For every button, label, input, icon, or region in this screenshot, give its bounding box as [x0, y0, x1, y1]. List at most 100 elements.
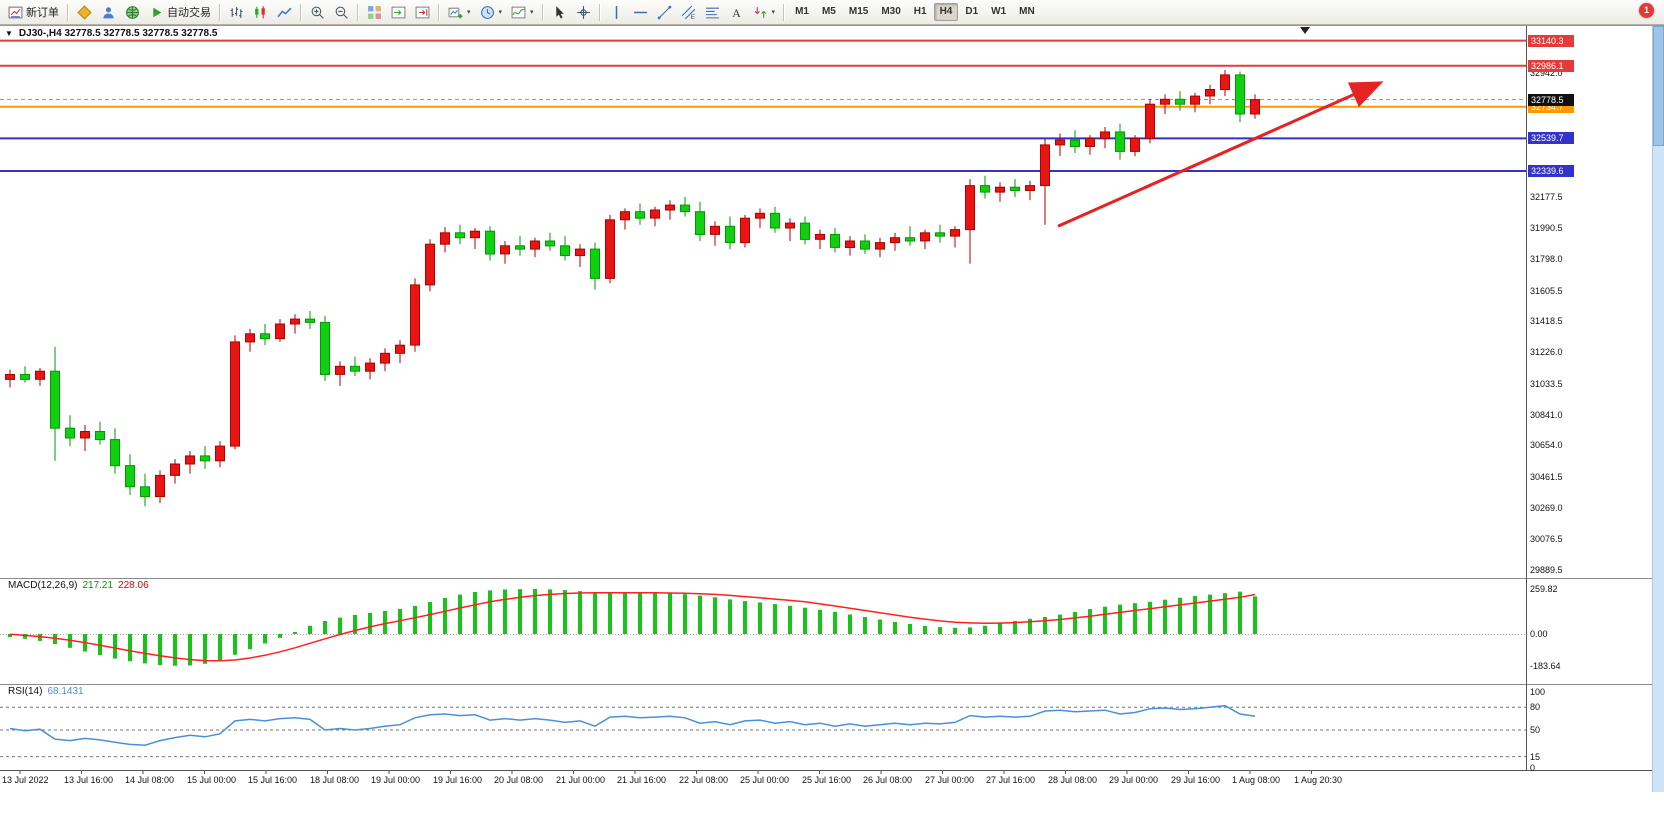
- timeframe-d1-button[interactable]: D1: [965, 6, 979, 17]
- toolbar-group: ▾ ▾ ▾: [444, 2, 538, 22]
- price-axis-label: 31226.0: [1530, 347, 1563, 357]
- scrollbar-thumb[interactable]: [1653, 26, 1664, 146]
- candle: [50, 346, 60, 461]
- trendline-button[interactable]: [653, 2, 676, 22]
- rsi-axis-label: 15: [1530, 752, 1541, 762]
- time-axis-label: 21 Jul 16:00: [617, 775, 667, 785]
- candlestick-chart-button[interactable]: [249, 2, 272, 22]
- price-axis-label: 31418.5: [1530, 316, 1563, 326]
- candle: [155, 470, 165, 504]
- cursor-button[interactable]: [548, 2, 571, 22]
- time-axis-label: 14 Jul 08:00: [125, 775, 175, 785]
- chart-symbol-ohlc: DJ30-,H4 32778.5 32778.5 32778.5 32778.5: [18, 28, 218, 39]
- dropdown-caret-icon: ▾: [530, 9, 534, 16]
- toolbar-group: [225, 2, 296, 22]
- candle: [95, 421, 105, 445]
- one-click-trading-toggle[interactable]: ▼: [5, 29, 13, 38]
- toolbar-group: [306, 2, 353, 22]
- timeframe-h4-button[interactable]: H4: [933, 3, 959, 21]
- candle: [1025, 180, 1035, 201]
- candle: [80, 424, 90, 451]
- toolbar-separator: [67, 3, 69, 21]
- candle: [785, 218, 795, 241]
- zoom-in-icon: [311, 6, 324, 19]
- rsi-indicator-label: RSI(14) 68.1431: [8, 686, 84, 697]
- auto-trading-button[interactable]: 自动交易: [145, 2, 215, 22]
- candle: [170, 459, 180, 484]
- toolbar-separator: [438, 3, 440, 21]
- candle: [20, 366, 30, 383]
- candle: [230, 335, 240, 450]
- timeframe-w1-button[interactable]: W1: [991, 6, 1007, 17]
- new-chart-button[interactable]: ▾: [444, 2, 475, 22]
- candle: [1055, 133, 1065, 157]
- macd-axis-label: -183.64: [1530, 661, 1561, 671]
- notification-badge[interactable]: 1: [1639, 3, 1654, 18]
- indicators-button[interactable]: ▾: [507, 2, 538, 22]
- bars-icon: [230, 6, 243, 18]
- macd-indicator-label: MACD(12,26,9) 217.21 228.06: [8, 580, 149, 591]
- auto-trading-button-label: 自动交易: [167, 7, 211, 19]
- price-axis-label: 32177.5: [1530, 192, 1563, 202]
- time-axis-label: 15 Jul 00:00: [187, 775, 237, 785]
- vertical-line-button[interactable]: [605, 2, 628, 22]
- time-axis-label: 22 Jul 08:00: [679, 775, 729, 785]
- timeframe-m15-button[interactable]: M15: [848, 6, 869, 17]
- candle: [350, 356, 360, 377]
- market-button[interactable]: [97, 2, 120, 22]
- toolbar-group: [363, 2, 434, 22]
- candle: [5, 369, 15, 388]
- candle: [290, 314, 300, 334]
- resistance-line-label: 33140.3: [1528, 35, 1574, 47]
- support-line-label: 32339.6: [1528, 165, 1574, 177]
- new-order-button[interactable]: 新订单: [4, 2, 63, 22]
- candle: [845, 236, 855, 256]
- line-chart-button[interactable]: [273, 2, 296, 22]
- candle: [1085, 135, 1095, 155]
- candle: [485, 226, 495, 261]
- fibonacci-button[interactable]: [701, 2, 724, 22]
- equidistant-channel-button[interactable]: E: [677, 2, 700, 22]
- timeframe-h1-button[interactable]: H1: [913, 6, 927, 17]
- profiles-button[interactable]: ▾: [476, 2, 507, 22]
- metaeditor-button[interactable]: [73, 2, 96, 22]
- fibo-icon: [705, 7, 719, 18]
- horizontal-line-button[interactable]: [629, 2, 652, 22]
- crosshair-button[interactable]: [572, 2, 595, 22]
- timeframe-m30-button[interactable]: M30: [881, 6, 901, 17]
- community-button[interactable]: [121, 2, 144, 22]
- time-axis-label: 13 Jul 16:00: [64, 775, 114, 785]
- timeframe-group: M1 M5 M15 M30 H1 H4 D1 W1 MN: [789, 3, 1041, 21]
- chart-symbol-header: ▼ DJ30-,H4 32778.5 32778.5 32778.5 32778…: [5, 28, 217, 39]
- candles-icon: [255, 5, 265, 18]
- toolbar-group: E A ▾: [605, 2, 780, 22]
- trend-arrow[interactable]: [1057, 81, 1384, 228]
- candle: [980, 175, 990, 199]
- zoom-in-button[interactable]: [306, 2, 329, 22]
- toolbar-group: 新订单: [4, 2, 63, 22]
- shift-icon: [415, 6, 430, 18]
- toolbar-separator: [357, 3, 359, 21]
- candle: [455, 224, 465, 245]
- toolbar-separator: [300, 3, 302, 21]
- timeframe-m5-button[interactable]: M5: [821, 6, 836, 17]
- timeframe-mn-button[interactable]: MN: [1019, 6, 1035, 17]
- crosshair-icon: [576, 5, 590, 19]
- candle: [815, 229, 825, 250]
- time-axis-label: 25 Jul 00:00: [740, 775, 790, 785]
- timeframe-m1-button[interactable]: M1: [795, 6, 809, 17]
- vertical-scrollbar[interactable]: [1652, 26, 1664, 792]
- chart-frame: [0, 25, 1664, 771]
- chart-shift-button[interactable]: [411, 2, 434, 22]
- candle: [890, 232, 900, 251]
- auto-scroll-button[interactable]: [387, 2, 410, 22]
- zoom-out-button[interactable]: [330, 2, 353, 22]
- tile-windows-button[interactable]: [363, 2, 386, 22]
- candle: [950, 226, 960, 248]
- arrows-button[interactable]: ▾: [749, 2, 780, 22]
- price-axis-label: 30461.5: [1530, 472, 1563, 482]
- candle: [215, 441, 225, 468]
- text-button[interactable]: A: [725, 2, 748, 22]
- bar-chart-button[interactable]: [225, 2, 248, 22]
